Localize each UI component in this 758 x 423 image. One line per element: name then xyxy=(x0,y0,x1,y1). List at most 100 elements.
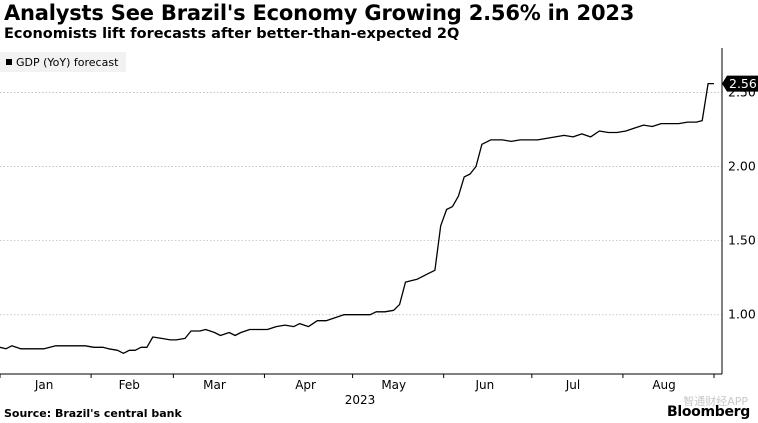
data-point xyxy=(122,352,124,354)
data-point xyxy=(343,314,345,316)
data-point xyxy=(205,329,207,331)
data-point xyxy=(293,326,295,328)
data-point xyxy=(93,346,95,348)
data-point xyxy=(352,314,354,316)
data-point xyxy=(428,272,430,274)
data-point xyxy=(440,225,442,227)
data-point xyxy=(669,123,671,125)
data-point xyxy=(399,303,401,305)
data-point xyxy=(199,330,201,332)
data-point xyxy=(607,131,609,133)
data-point xyxy=(249,329,251,331)
data-point xyxy=(581,133,583,135)
watermark: 智通财经APP xyxy=(683,395,748,408)
data-point xyxy=(707,83,709,85)
data-point xyxy=(11,345,13,347)
data-point xyxy=(501,139,503,141)
data-point xyxy=(695,121,697,123)
data-point xyxy=(463,176,465,178)
data-point xyxy=(55,345,57,347)
x-tick-label: Jan xyxy=(34,378,54,392)
data-point xyxy=(213,332,215,334)
data-point xyxy=(175,339,177,341)
data-point xyxy=(616,131,618,133)
series-line xyxy=(0,82,714,354)
y-tick-label: 2.00 xyxy=(728,159,756,174)
data-point xyxy=(43,348,45,350)
data-point xyxy=(660,123,662,125)
data-point xyxy=(554,136,556,138)
data-point xyxy=(481,143,483,145)
data-point xyxy=(546,137,548,139)
data-point xyxy=(134,349,136,351)
data-point xyxy=(537,139,539,141)
data-point xyxy=(152,336,154,338)
data-point xyxy=(161,337,163,339)
gridlines xyxy=(0,92,722,316)
data-point xyxy=(563,134,565,136)
last-value-label: 2.56 xyxy=(729,76,757,91)
data-point xyxy=(451,206,453,208)
data-point xyxy=(240,332,242,334)
y-tick-label: 1.50 xyxy=(728,233,756,248)
last-value-badge xyxy=(722,75,758,92)
data-points xyxy=(0,83,715,355)
legend: GDP (YoY) forecast xyxy=(0,52,127,72)
x-tick-label: Jul xyxy=(565,378,580,392)
data-point xyxy=(369,314,371,316)
data-point xyxy=(490,139,492,141)
data-point xyxy=(375,311,377,313)
data-point xyxy=(598,130,600,132)
data-point xyxy=(469,173,471,175)
data-point xyxy=(422,275,424,277)
data-point xyxy=(404,281,406,283)
data-point xyxy=(360,314,362,316)
data-point xyxy=(475,166,477,168)
bloomberg-logo: Bloomberg xyxy=(666,404,750,420)
y-tick-label: 1.00 xyxy=(728,307,756,322)
data-point xyxy=(234,334,236,336)
data-point xyxy=(284,324,286,326)
data-point xyxy=(184,337,186,339)
data-point xyxy=(457,195,459,197)
data-point xyxy=(70,345,72,347)
x-axis-title: 2023 xyxy=(345,393,376,407)
data-point xyxy=(410,280,412,282)
data-point xyxy=(146,346,148,348)
data-point xyxy=(625,130,627,132)
data-point xyxy=(299,323,301,325)
data-point xyxy=(102,346,104,348)
data-point xyxy=(528,139,530,141)
data-point xyxy=(228,332,230,334)
data-point xyxy=(446,209,448,211)
data-point xyxy=(687,121,689,123)
data-point xyxy=(325,320,327,322)
legend-swatch xyxy=(6,59,12,65)
source-note: Source: Brazil's central bank xyxy=(4,407,182,420)
data-point xyxy=(108,348,110,350)
x-tick-label: May xyxy=(381,378,406,392)
data-point xyxy=(275,326,277,328)
data-point xyxy=(190,330,192,332)
data-point xyxy=(590,136,592,138)
data-point xyxy=(416,278,418,280)
data-point xyxy=(634,127,636,129)
data-point xyxy=(642,124,644,126)
x-tick-label: Feb xyxy=(119,378,140,392)
data-point xyxy=(140,346,142,348)
data-point xyxy=(651,126,653,128)
x-axis: Jan Feb Mar Apr May Jun Jul Aug 2023 xyxy=(0,373,722,407)
data-point xyxy=(510,140,512,142)
data-point xyxy=(258,329,260,331)
data-point xyxy=(316,320,318,322)
data-point xyxy=(169,339,171,341)
data-point xyxy=(519,139,521,141)
chart-subtitle: Economists lift forecasts after better-t… xyxy=(4,26,460,42)
data-point xyxy=(20,348,22,350)
data-point xyxy=(393,309,395,311)
data-point xyxy=(266,329,268,331)
chart-title: Analysts See Brazil's Economy Growing 2.… xyxy=(4,1,635,25)
y-axis: 1.001.502.002.50 xyxy=(721,48,756,374)
data-point xyxy=(572,136,574,138)
data-point xyxy=(701,120,703,122)
